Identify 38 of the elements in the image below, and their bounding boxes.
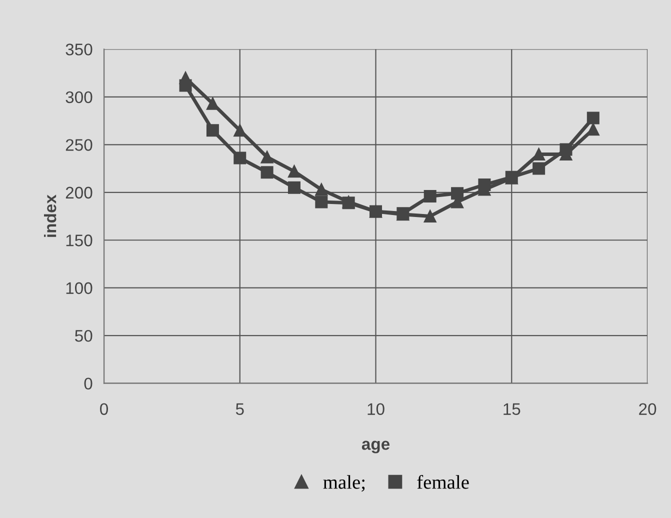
point <box>396 207 410 220</box>
point <box>288 181 300 194</box>
point <box>315 183 328 196</box>
point <box>206 97 219 110</box>
point <box>179 79 192 92</box>
x-axis-title: age <box>362 440 390 454</box>
y-tick-label: 250 <box>66 139 92 151</box>
y-tick-label: 200 <box>66 186 92 199</box>
point <box>234 124 246 137</box>
x-tick-label: 15 <box>504 403 520 416</box>
y-tick-label: 350 <box>66 44 92 56</box>
point <box>288 165 300 178</box>
legend-label: male; <box>323 475 365 492</box>
y-tick-label: 100 <box>66 282 92 294</box>
point <box>424 210 436 223</box>
point <box>206 124 219 137</box>
y-tick-label: 50 <box>75 330 92 342</box>
point <box>478 178 491 192</box>
point <box>532 148 546 160</box>
x-tick-label: 10 <box>368 403 384 416</box>
x-tick-label: 0 <box>100 403 108 416</box>
point <box>505 170 518 184</box>
point <box>451 187 464 200</box>
point <box>234 152 246 164</box>
legend-label: female <box>417 474 469 489</box>
y-tick-label: 0 <box>84 378 92 390</box>
y-axis-title: index <box>44 194 56 237</box>
point <box>532 162 546 175</box>
y-tick-label: 300 <box>66 91 92 104</box>
point <box>424 190 436 202</box>
point <box>260 150 274 164</box>
x-tick-label: 20 <box>639 403 656 416</box>
point <box>315 196 328 208</box>
y-tick-label: 150 <box>66 234 92 246</box>
point <box>586 112 600 124</box>
x-tick-label: 5 <box>236 403 244 416</box>
point <box>260 166 274 179</box>
point <box>560 143 572 156</box>
